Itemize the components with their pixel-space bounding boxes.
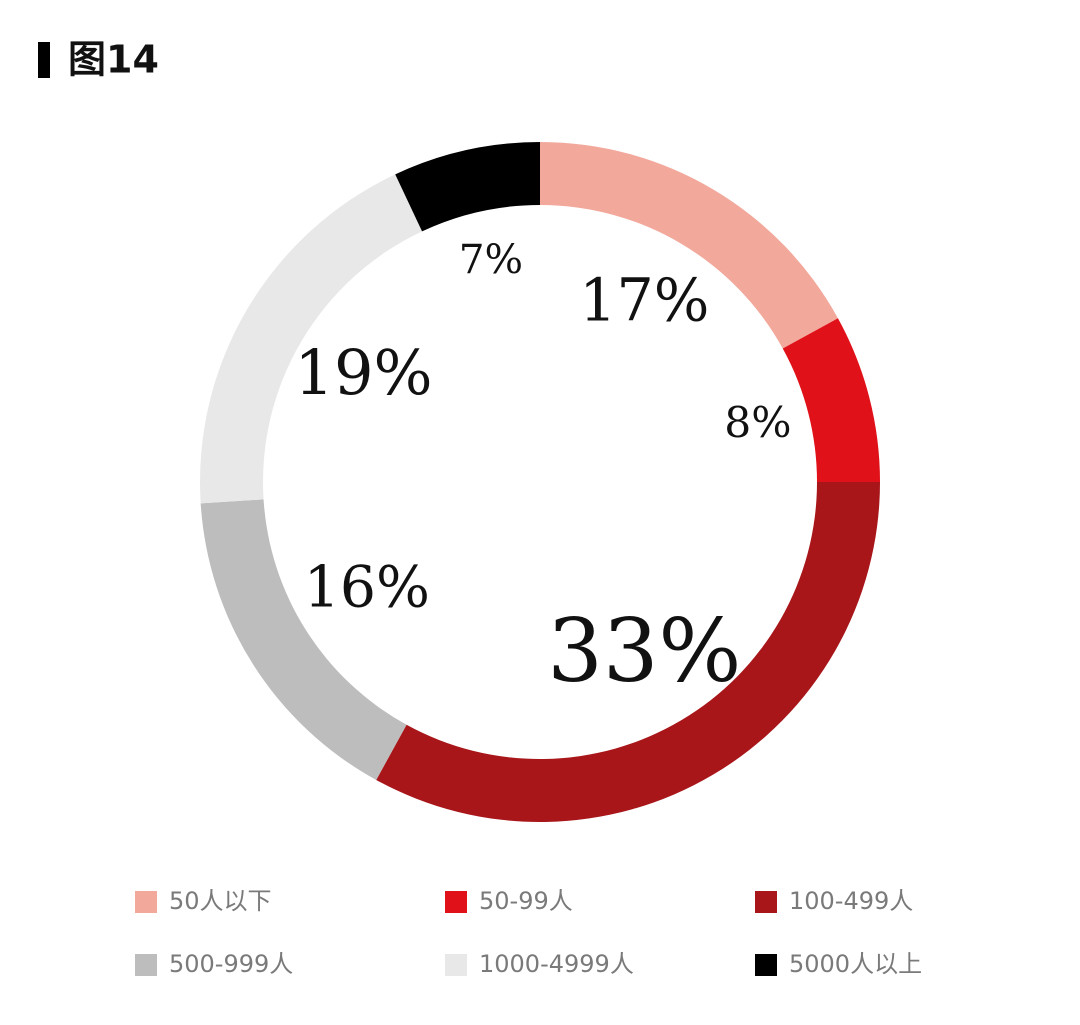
legend-swatch xyxy=(445,954,467,976)
data-label: 16% xyxy=(304,554,430,620)
chart-title: 图14 xyxy=(68,38,159,82)
title-marker xyxy=(38,42,50,78)
legend-swatch xyxy=(445,891,467,913)
data-label: 17% xyxy=(579,267,709,335)
donut-segment xyxy=(540,142,838,349)
donut-segment xyxy=(199,174,423,504)
legend-label: 50人以下 xyxy=(169,887,272,915)
data-label: 19% xyxy=(294,336,432,409)
legend-label: 500-999人 xyxy=(169,950,293,978)
data-label: 7% xyxy=(459,235,523,283)
data-label: 33% xyxy=(547,600,741,702)
donut-segment xyxy=(200,499,407,780)
legend-swatch xyxy=(135,891,157,913)
data-label: 8% xyxy=(724,398,791,447)
legend-swatch xyxy=(135,954,157,976)
donut-segment xyxy=(395,142,540,232)
legend-label: 1000-4999人 xyxy=(479,950,634,978)
legend-label: 100-499人 xyxy=(789,887,913,915)
donut-segment xyxy=(782,318,880,482)
legend-swatch xyxy=(755,891,777,913)
legend-label: 5000人以上 xyxy=(789,950,922,978)
donut-segment xyxy=(376,482,880,823)
legend-swatch xyxy=(755,954,777,976)
legend-label: 50-99人 xyxy=(479,887,573,915)
